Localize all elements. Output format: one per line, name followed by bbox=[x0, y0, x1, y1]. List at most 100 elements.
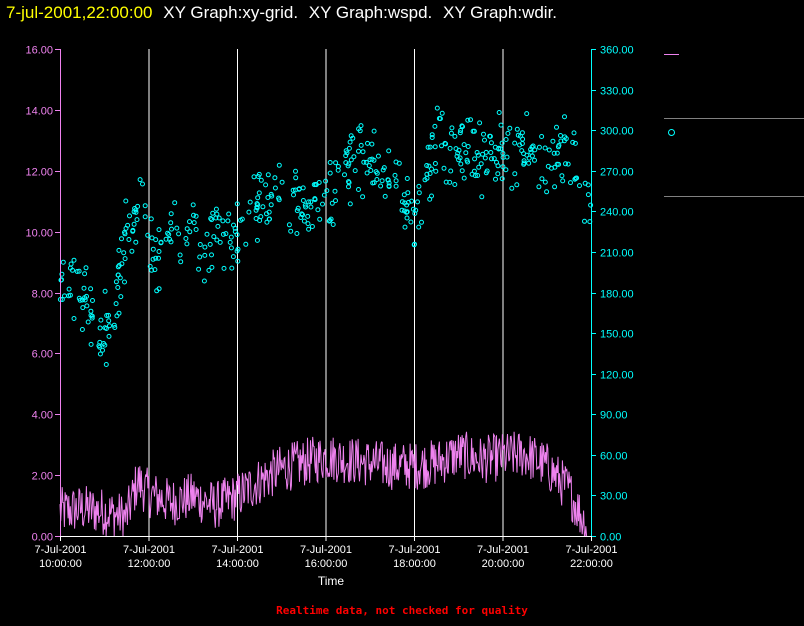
wdir-point bbox=[369, 156, 375, 162]
wdir-point bbox=[546, 147, 552, 153]
wdir-point bbox=[320, 201, 325, 207]
wdir-point bbox=[276, 197, 282, 203]
wdir-point bbox=[82, 271, 88, 277]
wdir-point bbox=[116, 247, 122, 253]
wdir-point bbox=[472, 156, 478, 162]
axes: 0.00 2.00 4.00 6.00 8.00 10.00 12.00 14.00 16.00… bbox=[25, 45, 633, 571]
wdir-point bbox=[542, 145, 548, 151]
wdir-point bbox=[481, 131, 486, 137]
wdir-point bbox=[544, 189, 550, 195]
left-tick-label: 0.00 bbox=[32, 532, 53, 544]
wdir-point bbox=[258, 214, 264, 220]
wdir-point bbox=[137, 177, 143, 183]
wdir-point bbox=[134, 217, 140, 223]
x-tick-date: 7-Jul-2001 bbox=[123, 544, 175, 556]
wdir-point bbox=[126, 237, 132, 242]
wdir-point bbox=[127, 213, 132, 219]
legend-var: time : wdir bbox=[664, 142, 724, 157]
wdir-point bbox=[276, 162, 282, 168]
wdir-point bbox=[379, 178, 385, 184]
wdir-point bbox=[211, 234, 217, 240]
wdir-point bbox=[427, 196, 433, 202]
wdir-point bbox=[89, 315, 95, 321]
wdir-point bbox=[475, 173, 481, 178]
wdir-point bbox=[121, 250, 127, 256]
wdir-point bbox=[323, 178, 329, 184]
legend-entry-wdir: iss3/surface_met time : wdir 7-Jul-2001 … bbox=[664, 123, 804, 197]
wdir-point bbox=[221, 265, 227, 271]
timestamp: 7-jul-2001,22:00:00 bbox=[6, 3, 153, 22]
line-marker-icon bbox=[664, 54, 679, 56]
wdir-point bbox=[554, 150, 560, 156]
wdir-point bbox=[545, 163, 551, 169]
wdir-point bbox=[529, 144, 535, 150]
wdir-point bbox=[347, 139, 353, 145]
legend-date: 7-Jul-2001 bbox=[664, 160, 726, 175]
wdir-point bbox=[448, 168, 454, 174]
wdir-point bbox=[216, 215, 222, 221]
wdir-point bbox=[582, 180, 588, 186]
wdir-point bbox=[214, 237, 220, 243]
chart-header: 7-jul-2001,22:00:00 XY Graph:xy-grid. XY… bbox=[6, 2, 557, 24]
wdir-point bbox=[550, 138, 556, 144]
wdir-point bbox=[425, 144, 431, 150]
wdir-point bbox=[327, 160, 333, 165]
wdir-point bbox=[187, 229, 193, 235]
wdir-point bbox=[393, 178, 399, 184]
wdir-point bbox=[477, 120, 483, 126]
wdir-point bbox=[153, 255, 159, 261]
wdir-point bbox=[286, 222, 292, 228]
wdir-point bbox=[255, 195, 261, 201]
wdir-point bbox=[301, 218, 307, 224]
wdir-point bbox=[290, 187, 296, 193]
x-tick-time: 16:00:00 bbox=[305, 558, 348, 570]
wdir-series bbox=[57, 105, 594, 367]
wdir-point bbox=[484, 168, 490, 174]
wdir-point bbox=[461, 175, 467, 181]
wdir-point bbox=[166, 232, 172, 237]
right-tick-label: 240.00 bbox=[600, 207, 634, 219]
wdir-point bbox=[145, 232, 151, 238]
wdir-point bbox=[97, 344, 103, 350]
wdir-point bbox=[572, 140, 578, 146]
wdir-point bbox=[204, 231, 210, 237]
legend-series-name: iss3/surface_met bbox=[680, 124, 779, 139]
wdir-point bbox=[253, 216, 259, 221]
right-tick-label: 210.00 bbox=[600, 248, 634, 260]
legend-time: 21:59:03 bbox=[664, 100, 715, 115]
wdir-point bbox=[324, 188, 330, 194]
legend-time: 21:59:03 bbox=[664, 178, 715, 193]
wdir-point bbox=[234, 201, 240, 207]
wdir-point bbox=[524, 111, 530, 117]
wdir-point bbox=[345, 163, 351, 169]
wdir-point bbox=[434, 105, 440, 111]
wdir-point bbox=[62, 293, 67, 299]
wdir-point bbox=[452, 133, 458, 139]
wdir-point bbox=[71, 257, 77, 263]
wdir-point bbox=[268, 202, 274, 208]
wdir-point bbox=[471, 128, 477, 134]
wdir-point bbox=[429, 166, 434, 172]
wdir-point bbox=[208, 216, 214, 221]
legend-date: 7-Jul-2001 bbox=[664, 82, 726, 97]
wdir-point bbox=[381, 165, 387, 171]
wdir-point bbox=[294, 208, 300, 214]
wdir-point bbox=[363, 159, 369, 165]
wdir-point bbox=[455, 150, 461, 156]
wdir-point bbox=[457, 130, 463, 136]
wdir-point bbox=[178, 259, 184, 265]
right-tick-label: 360.00 bbox=[600, 45, 634, 57]
wdir-point bbox=[309, 224, 315, 229]
wdir-point bbox=[308, 199, 314, 205]
wdir-point bbox=[255, 202, 261, 208]
wdir-point bbox=[115, 285, 121, 290]
wdir-point bbox=[79, 327, 85, 332]
wdir-point bbox=[514, 182, 520, 188]
wdir-point bbox=[382, 193, 388, 199]
wdir-point bbox=[232, 225, 238, 231]
wdir-point bbox=[202, 244, 208, 250]
wdir-point bbox=[488, 150, 494, 155]
wdir-point bbox=[499, 176, 505, 182]
wdir-point bbox=[201, 278, 207, 284]
right-tick-label: 330.00 bbox=[600, 86, 634, 98]
